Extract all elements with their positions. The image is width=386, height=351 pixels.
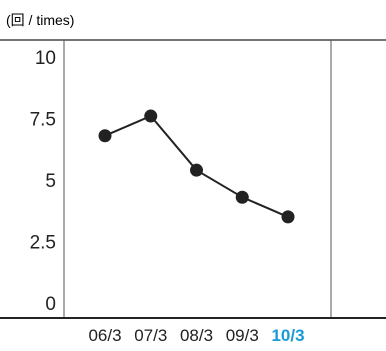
x-tick-label: 10/3 <box>271 326 304 345</box>
series-markers <box>98 109 295 224</box>
y-tick-label: 0 <box>45 294 56 315</box>
x-tick-label: 08/3 <box>180 326 213 345</box>
y-tick-label: 5 <box>45 171 56 192</box>
y-tick-label: 2.5 <box>30 233 56 254</box>
y-tick-label: 10 <box>35 48 56 69</box>
y-tick-label: 7.5 <box>30 110 56 131</box>
data-point <box>235 190 249 204</box>
data-point <box>144 109 158 123</box>
x-tick-label: 09/3 <box>226 326 259 345</box>
data-point <box>190 163 203 177</box>
unit-label: (回 / times) <box>6 12 74 28</box>
x-tick-label: 06/3 <box>88 326 121 345</box>
x-tick-label: 07/3 <box>134 326 167 345</box>
plot-frame <box>0 39 386 319</box>
x-axis-ticks: 06/3 07/3 08/3 09/3 10/3 <box>88 326 304 345</box>
data-point <box>281 210 295 224</box>
data-point <box>98 129 112 143</box>
y-axis-ticks: 0 2.5 5 7.5 10 <box>30 48 56 315</box>
